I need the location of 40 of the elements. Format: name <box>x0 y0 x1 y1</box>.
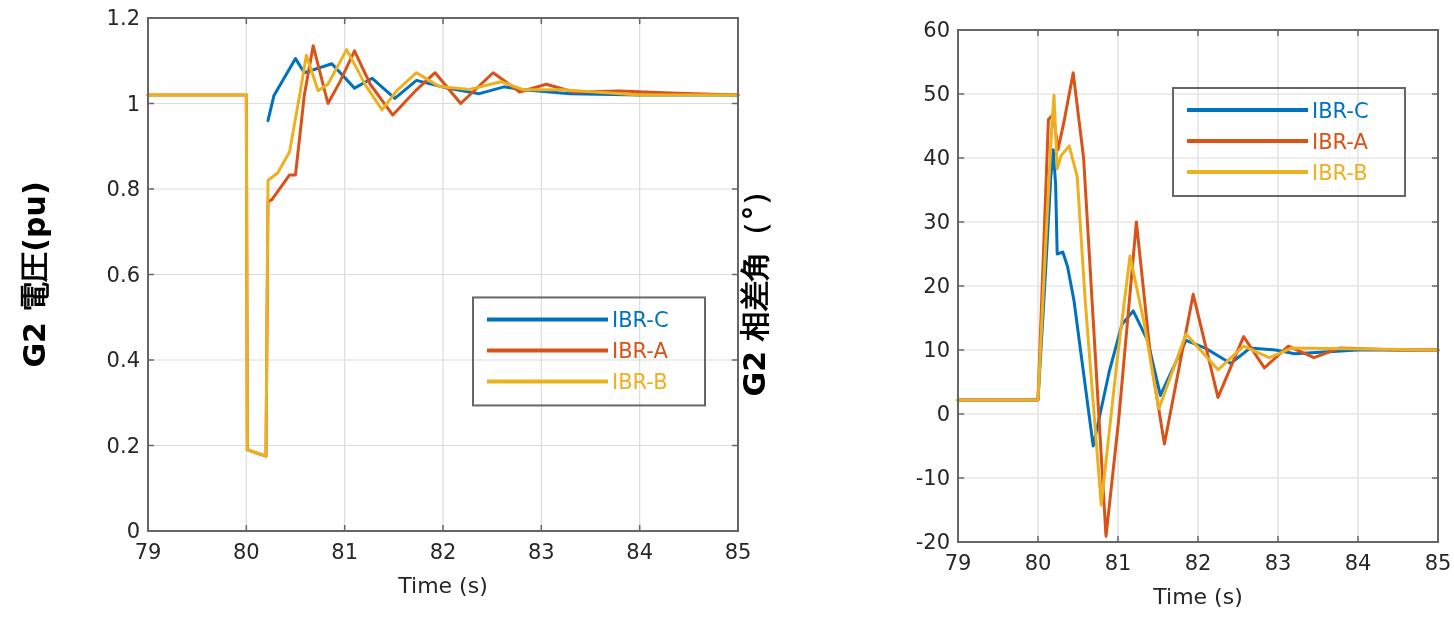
x-tick-label: 84 <box>1344 551 1372 575</box>
y-axis-title: G2 電圧(pu) <box>17 181 52 368</box>
text: IBR-B <box>1312 161 1368 185</box>
x-tick-label: 79 <box>944 551 972 575</box>
x-tick-label: 83 <box>527 540 555 564</box>
y-tick-label: 40 <box>923 146 950 170</box>
x-tick-label: 85 <box>1424 551 1452 575</box>
y-tick-label: 0.6 <box>106 262 140 287</box>
y-tick-label: 0 <box>936 402 950 426</box>
y-tick-label: 1.2 <box>106 6 140 30</box>
text: IBR-A <box>612 339 669 364</box>
y-tick-label: 0 <box>126 519 140 543</box>
y-tick-label: 50 <box>923 82 950 106</box>
x-axis-title: Time (s) <box>1152 584 1243 609</box>
x-tick-label: 82 <box>1184 551 1212 575</box>
y-tick-label: 0.2 <box>106 433 140 458</box>
x-tick-label: 82 <box>429 540 457 564</box>
x-tick-label: 84 <box>626 540 654 564</box>
y-tick-label: 0.8 <box>106 177 140 201</box>
y-tick-label: -20 <box>915 530 950 554</box>
y-tick-label: 1 <box>126 91 140 116</box>
y-tick-label: 10 <box>923 338 950 362</box>
x-tick-label: 83 <box>1264 551 1292 575</box>
x-tick-label: 79 <box>134 540 162 564</box>
text: IBR-B <box>612 370 668 395</box>
x-tick-label: 80 <box>232 540 260 564</box>
y-tick-label: 20 <box>923 274 950 298</box>
y-axis-title: G2 相差角（°） <box>737 175 772 397</box>
x-tick-label: 80 <box>1024 551 1052 575</box>
y-tick-label: 30 <box>923 210 950 234</box>
x-tick-label: 85 <box>724 540 752 564</box>
x-axis-title: Time (s) <box>397 573 488 598</box>
x-tick-label: 81 <box>1104 551 1132 575</box>
y-tick-label: 60 <box>923 18 950 42</box>
text: IBR-C <box>1312 99 1369 123</box>
y-tick-label: -10 <box>915 466 950 490</box>
y-tick-label: 0.4 <box>106 348 140 372</box>
text: IBR-C <box>612 308 669 333</box>
text: IBR-A <box>1312 130 1369 154</box>
x-tick-label: 81 <box>331 540 359 564</box>
